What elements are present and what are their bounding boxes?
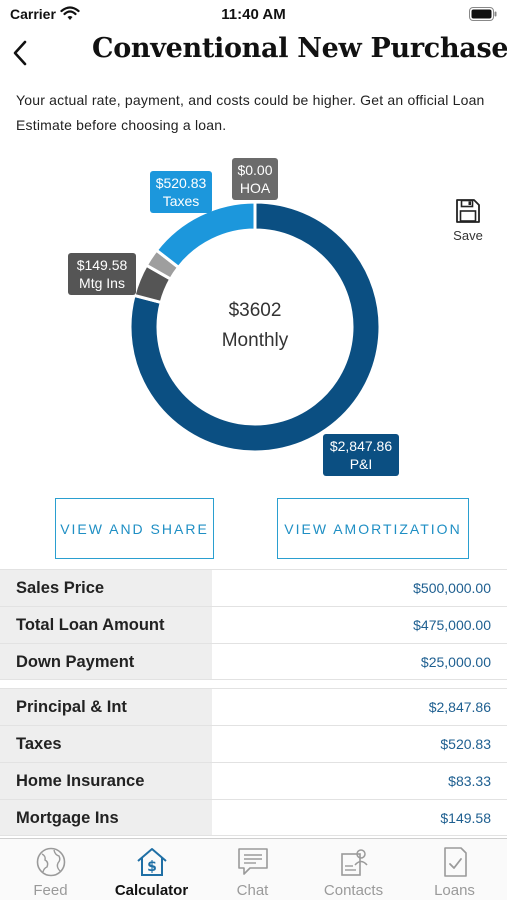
row-label: Sales Price xyxy=(0,570,212,606)
page-title: Conventional New Purchase xyxy=(92,33,507,64)
hoa-badge: $0.00 HOA xyxy=(232,158,278,200)
tab-chat[interactable]: Chat xyxy=(202,839,303,900)
payment-breakdown-table: Principal & Int $2,847.86 Taxes $520.83 … xyxy=(0,688,507,836)
hoa-badge-amount: $0.00 xyxy=(237,162,273,178)
taxes-badge-label: Taxes xyxy=(162,193,200,209)
table-row: Home Insurance $83.33 xyxy=(0,762,507,799)
tab-loans[interactable]: Loans xyxy=(404,839,505,900)
donut-segment-pi xyxy=(128,200,382,454)
tab-contacts[interactable]: Contacts xyxy=(303,839,404,900)
globe-icon xyxy=(36,847,65,877)
pi-badge-amount: $2,847.86 xyxy=(329,438,393,454)
row-label: Taxes xyxy=(0,726,212,762)
loan-summary-table: Sales Price $500,000.00 Total Loan Amoun… xyxy=(0,569,507,680)
row-value: $520.83 xyxy=(440,736,491,752)
table-row: Taxes $520.83 xyxy=(0,725,507,762)
status-bar: Carrier 11:40 AM xyxy=(0,0,507,30)
payment-donut-chart: $3602 Monthly $520.83 Taxes $0.00 HOA $1… xyxy=(50,150,430,490)
row-value: $2,847.86 xyxy=(428,699,491,715)
monthly-total-amount: $3602 xyxy=(228,300,282,321)
table-row: Down Payment $25,000.00 xyxy=(0,643,507,680)
contacts-icon xyxy=(340,849,368,876)
svg-text:$: $ xyxy=(147,859,157,875)
pi-badge: $2,847.86 P&I xyxy=(323,434,399,476)
chat-icon xyxy=(237,848,268,875)
table-row: Total Loan Amount $475,000.00 xyxy=(0,606,507,643)
battery-icon xyxy=(469,7,497,21)
tab-calculator[interactable]: $ Calculator xyxy=(101,839,202,900)
mtg-ins-badge-label: Mtg Ins xyxy=(79,275,125,291)
row-label: Total Loan Amount xyxy=(0,607,212,643)
row-label: Principal & Int xyxy=(0,689,212,725)
row-label: Mortgage Ins xyxy=(0,800,212,835)
save-label: Save xyxy=(453,228,483,243)
tab-label: Feed xyxy=(33,882,68,899)
view-and-share-button[interactable]: VIEW AND SHARE xyxy=(55,498,214,559)
save-button[interactable]: Save xyxy=(446,198,490,243)
taxes-badge-amount: $520.83 xyxy=(155,175,207,191)
row-value: $25,000.00 xyxy=(420,654,491,670)
pi-badge-label: P&I xyxy=(349,456,373,472)
row-label: Home Insurance xyxy=(0,763,212,799)
mtg-ins-badge-amount: $149.58 xyxy=(76,257,128,273)
tab-feed[interactable]: Feed xyxy=(0,839,101,900)
tab-label: Calculator xyxy=(114,882,189,899)
taxes-badge: $520.83 Taxes xyxy=(150,171,212,213)
row-label: Down Payment xyxy=(0,644,212,679)
row-value: $500,000.00 xyxy=(413,580,491,596)
tab-label: Loans xyxy=(434,882,475,899)
chevron-left-icon xyxy=(13,40,27,66)
carrier-label: Carrier xyxy=(10,6,56,22)
row-value: $83.33 xyxy=(448,773,491,789)
donut-segment-taxes xyxy=(154,200,257,270)
checklist-icon xyxy=(443,847,467,877)
row-value: $149.58 xyxy=(440,810,491,826)
donut-svg xyxy=(128,200,382,454)
view-amortization-button[interactable]: VIEW AMORTIZATION xyxy=(277,498,469,559)
house-dollar-icon: $ xyxy=(136,848,167,876)
hoa-badge-label: HOA xyxy=(239,180,271,196)
back-button[interactable] xyxy=(8,36,38,74)
clock: 11:40 AM xyxy=(221,6,286,23)
table-row: Mortgage Ins $149.58 xyxy=(0,799,507,836)
monthly-total-label: Monthly xyxy=(221,330,289,351)
wifi-icon xyxy=(60,6,80,20)
table-row: Principal & Int $2,847.86 xyxy=(0,688,507,725)
table-row: Sales Price $500,000.00 xyxy=(0,569,507,606)
mtg-ins-badge: $149.58 Mtg Ins xyxy=(68,253,136,295)
row-value: $475,000.00 xyxy=(413,617,491,633)
header: Conventional New Purchase xyxy=(0,30,507,80)
tab-label: Chat xyxy=(236,882,269,899)
tab-label: Contacts xyxy=(323,882,384,899)
disclaimer-text: Your actual rate, payment, and costs cou… xyxy=(16,92,485,133)
floppy-disk-icon xyxy=(456,199,480,223)
tab-bar: Feed $ Calculator Chat Contacts xyxy=(0,838,507,900)
